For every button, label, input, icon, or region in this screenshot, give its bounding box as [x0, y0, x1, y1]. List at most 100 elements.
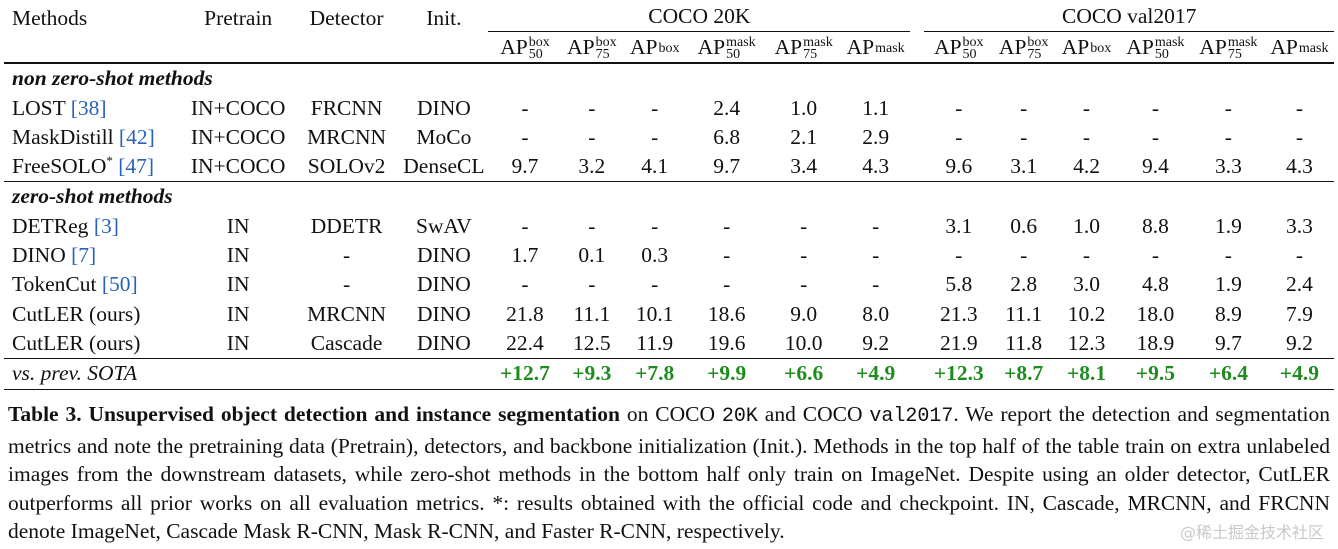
method-name-cell: MaskDistill [42]: [12, 124, 155, 149]
value-cell: -: [1295, 124, 1304, 149]
citation-link[interactable]: [50]: [101, 272, 138, 297]
method-name-cell: LOST [38]: [12, 95, 107, 120]
value-cell: 9.4: [1118, 152, 1192, 183]
value-cell: -: [723, 213, 731, 238]
value-cell: -: [1224, 124, 1232, 149]
value-cell: -: [1151, 95, 1159, 120]
header-metric-val2017-3: AP mask 50: [1126, 35, 1185, 63]
header-metric-coco20k-5: AP mask: [846, 35, 905, 60]
pretrain-cell: IN: [226, 272, 250, 297]
value-cell: 4.3: [1264, 152, 1334, 183]
value-cell: -: [651, 95, 659, 120]
value-cell: 3.4: [766, 152, 842, 183]
caption-text-1: on COCO: [619, 402, 722, 426]
value-cell: -: [588, 213, 596, 238]
value-cell: 10.2: [1067, 301, 1106, 326]
value-cell: -: [1151, 124, 1159, 149]
init-cell: SwAV: [416, 213, 472, 238]
value-cell: 9.7: [1191, 328, 1265, 360]
header-metric-coco20k-1: AP box 75: [567, 35, 617, 63]
value-cell: 18.6: [707, 301, 746, 326]
sota-gain-cell: +9.5: [1118, 358, 1192, 390]
caption-mono-1: 20K: [721, 405, 758, 428]
value-cell: 11.8: [993, 328, 1055, 360]
value-cell: -: [723, 272, 731, 297]
value-cell: -: [723, 243, 731, 268]
value-cell: -: [521, 124, 529, 149]
sota-gain-cell: +9.3: [561, 358, 623, 390]
value-cell: 4.2: [1054, 152, 1119, 183]
method-name-cell: CutLER (ours): [12, 301, 141, 326]
init-cell: DINO: [417, 243, 471, 268]
sota-gain-cell: +7.8: [622, 358, 688, 390]
value-cell: -: [521, 213, 529, 238]
init-cell: DINO: [417, 272, 471, 297]
header-metric-val2017-1: AP box 75: [998, 35, 1049, 63]
init-cell: MoCo: [416, 124, 472, 149]
value-cell: 1.0: [790, 95, 818, 120]
value-cell: 1.9: [1214, 272, 1242, 297]
pretrain-cell: IN: [226, 243, 250, 268]
value-cell: 3.3: [1286, 213, 1313, 238]
value-cell: 11.1: [1005, 301, 1043, 326]
value-cell: -: [872, 243, 880, 268]
init-cell: DINO: [399, 328, 489, 360]
pretrain-cell: IN+COCO: [190, 95, 286, 120]
detector-cell: DDETR: [310, 213, 383, 238]
value-cell: 21.8: [506, 301, 544, 326]
value-cell: 2.8: [1010, 272, 1038, 297]
pretrain-cell: IN: [226, 213, 250, 238]
value-cell: 3.3: [1191, 152, 1265, 183]
sota-gain-cell: +8.1: [1054, 358, 1119, 390]
value-cell: -: [872, 213, 880, 238]
value-cell: 0.1: [578, 243, 606, 268]
value-cell: 9.2: [1264, 328, 1334, 360]
value-cell: 21.3: [939, 301, 978, 326]
value-cell: 18.0: [1136, 301, 1175, 326]
table-row: DINO [7] IN - DINO 1.7 0.1 0.3 - - - - - - - - -: [4, 241, 1334, 270]
value-cell: 6.8: [713, 124, 741, 149]
value-cell: -: [1224, 95, 1232, 120]
sota-gain-cell: +12.7: [488, 358, 562, 390]
value-cell: 12.3: [1054, 328, 1119, 360]
value-cell: 3.2: [561, 152, 623, 183]
header-init: Init.: [426, 6, 462, 30]
pretrain-cell: IN: [226, 301, 250, 326]
value-cell: 9.7: [687, 152, 767, 183]
header-pretrain: Pretrain: [204, 6, 273, 30]
detector-cell: FRCNN: [310, 95, 383, 120]
method-name-cell: DINO [7]: [12, 243, 97, 268]
value-cell: 8.8: [1141, 213, 1169, 238]
header-metric-coco20k-0: AP box 50: [500, 35, 550, 63]
value-cell: -: [1295, 243, 1304, 268]
value-cell: 5.8: [945, 272, 973, 297]
table-row: MaskDistill [42] IN+COCO MRCNN MoCo - - - 6.8 2.…: [4, 123, 1334, 152]
citation-link[interactable]: [38]: [70, 95, 107, 120]
citation-link[interactable]: [42]: [118, 124, 155, 149]
value-cell: -: [1295, 95, 1304, 120]
value-cell: -: [955, 95, 963, 120]
value-cell: -: [651, 213, 659, 238]
value-cell: 4.3: [841, 152, 911, 183]
value-cell: 12.5: [561, 328, 623, 360]
method-name-cell: CutLER (ours): [4, 328, 183, 360]
pretrain-cell: IN+COCO: [182, 152, 294, 183]
value-cell: 2.4: [1286, 272, 1313, 297]
detector-cell: SOLOv2: [293, 152, 400, 183]
citation-link[interactable]: [7]: [71, 243, 97, 268]
sota-gain-cell: +6.4: [1191, 358, 1265, 390]
value-cell: 8.9: [1214, 301, 1242, 326]
citation-link[interactable]: [47]: [118, 154, 155, 179]
value-cell: -: [800, 213, 808, 238]
value-cell: -: [1224, 243, 1232, 268]
value-cell: -: [955, 243, 963, 268]
sota-gain-cell: +4.9: [1264, 358, 1334, 390]
sota-gain-cell: +4.9: [841, 358, 911, 390]
value-cell: -: [651, 272, 659, 297]
sota-gain-cell: +6.6: [766, 358, 842, 390]
citation-link[interactable]: [3]: [93, 213, 119, 238]
value-cell: -: [1082, 124, 1091, 149]
header-metric-val2017-4: AP mask 75: [1199, 35, 1258, 63]
results-table-container: Methods Pretrain Detector Init. COCO 20K…: [4, 2, 1334, 390]
value-cell: -: [588, 124, 596, 149]
